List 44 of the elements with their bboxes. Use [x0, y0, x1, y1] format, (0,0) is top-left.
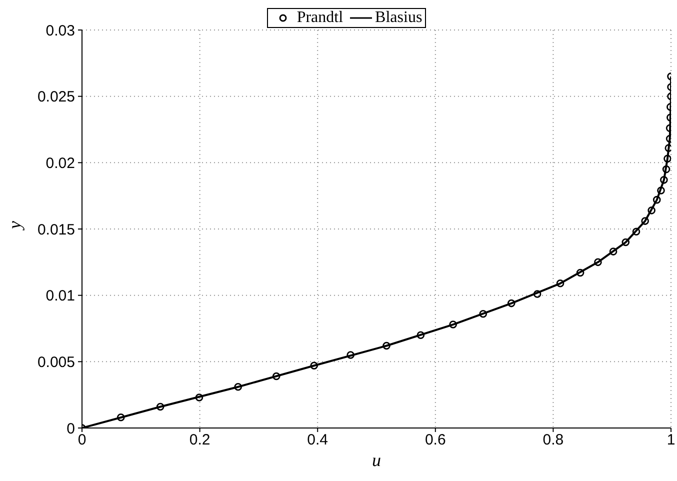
point: [533, 290, 542, 298]
x-tick-label: 0.4: [307, 432, 328, 449]
point: [382, 342, 390, 350]
point: [576, 268, 584, 277]
point: [632, 228, 640, 236]
point: [272, 372, 280, 380]
y-tick-label: 0.03: [46, 22, 75, 40]
x-tick-label: 0: [78, 432, 86, 449]
y-tick-label: 0.02: [46, 154, 75, 172]
point: [594, 258, 602, 266]
point: [660, 176, 668, 184]
point: [609, 248, 618, 256]
point: [657, 186, 665, 194]
point: [648, 206, 656, 214]
point: [622, 238, 630, 246]
point: [346, 351, 354, 359]
point: [652, 196, 661, 204]
point: [156, 402, 164, 411]
x-tick-label: 1: [666, 432, 676, 449]
point: [116, 413, 125, 422]
point: [507, 299, 516, 308]
point: [662, 165, 670, 174]
y-tick-label: 0.005: [37, 354, 75, 371]
y-tick-label: 0: [66, 420, 75, 438]
point: [479, 310, 488, 318]
point: [664, 154, 671, 163]
y-tick-label: 0.015: [37, 221, 75, 238]
point: [449, 320, 457, 328]
x-tick-label: 0.8: [542, 432, 564, 449]
x-tick-label: 0.6: [424, 432, 446, 449]
y-axis-title: y: [4, 221, 24, 231]
x-axis-title: u: [372, 450, 381, 470]
point: [416, 331, 425, 340]
legend-label: Blasius: [375, 9, 422, 27]
point: [664, 144, 671, 152]
x-tick-label: 0.2: [189, 432, 210, 449]
point: [556, 279, 564, 288]
y-tick-label: 0.025: [37, 88, 75, 106]
point: [234, 382, 242, 391]
legend-label: Prandtl: [296, 9, 344, 27]
point: [310, 362, 318, 370]
point: [641, 217, 649, 225]
point: [195, 394, 204, 402]
y-tick-label: 0.01: [46, 288, 75, 305]
